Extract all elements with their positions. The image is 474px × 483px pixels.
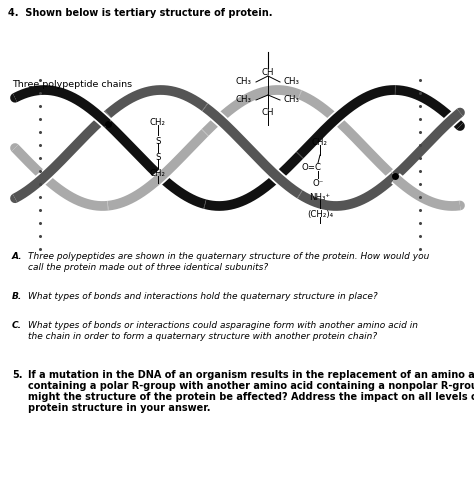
Text: B.: B. [12,292,22,301]
Text: S: S [155,153,161,162]
Text: containing a polar R-group with another amino acid containing a nonpolar R-group: containing a polar R-group with another … [28,381,474,391]
Text: What types of bonds or interactions could asparagine form with another amino aci: What types of bonds or interactions coul… [28,321,418,330]
Text: call the protein made out of three identical subunits?: call the protein made out of three ident… [28,263,268,272]
Text: 4.  Shown below is tertiary structure of protein.: 4. Shown below is tertiary structure of … [8,8,273,18]
Text: CH: CH [262,68,274,77]
Text: A.: A. [12,252,22,261]
Text: What types of bonds and interactions hold the quaternary structure in place?: What types of bonds and interactions hol… [28,292,378,301]
Text: CH₃: CH₃ [284,96,300,104]
Text: 5.: 5. [12,370,22,380]
Text: CH: CH [262,108,274,117]
Text: O=C: O=C [302,163,322,172]
Text: CH₂: CH₂ [150,118,166,127]
Text: protein structure in your answer.: protein structure in your answer. [28,403,210,413]
Text: CH₃: CH₃ [236,77,252,86]
Text: the chain in order to form a quaternary structure with another protein chain?: the chain in order to form a quaternary … [28,332,377,341]
Text: might the structure of the protein be affected? Address the impact on all levels: might the structure of the protein be af… [28,392,474,402]
Text: O⁻: O⁻ [312,179,324,188]
Text: S: S [155,137,161,146]
Text: Three polypeptide chains: Three polypeptide chains [12,80,132,89]
Text: NH₃⁺: NH₃⁺ [310,193,330,202]
Text: CH₃: CH₃ [236,96,252,104]
Text: CH₂: CH₂ [150,169,166,178]
Text: C.: C. [12,321,22,330]
Text: CH₂: CH₂ [312,138,328,147]
Text: If a mutation in the DNA of an organism results in the replacement of an amino a: If a mutation in the DNA of an organism … [28,370,474,380]
Text: (CH₂)₄: (CH₂)₄ [307,210,333,219]
Text: CH₃: CH₃ [284,77,300,86]
Text: Three polypeptides are shown in the quaternary structure of the protein. How wou: Three polypeptides are shown in the quat… [28,252,429,261]
